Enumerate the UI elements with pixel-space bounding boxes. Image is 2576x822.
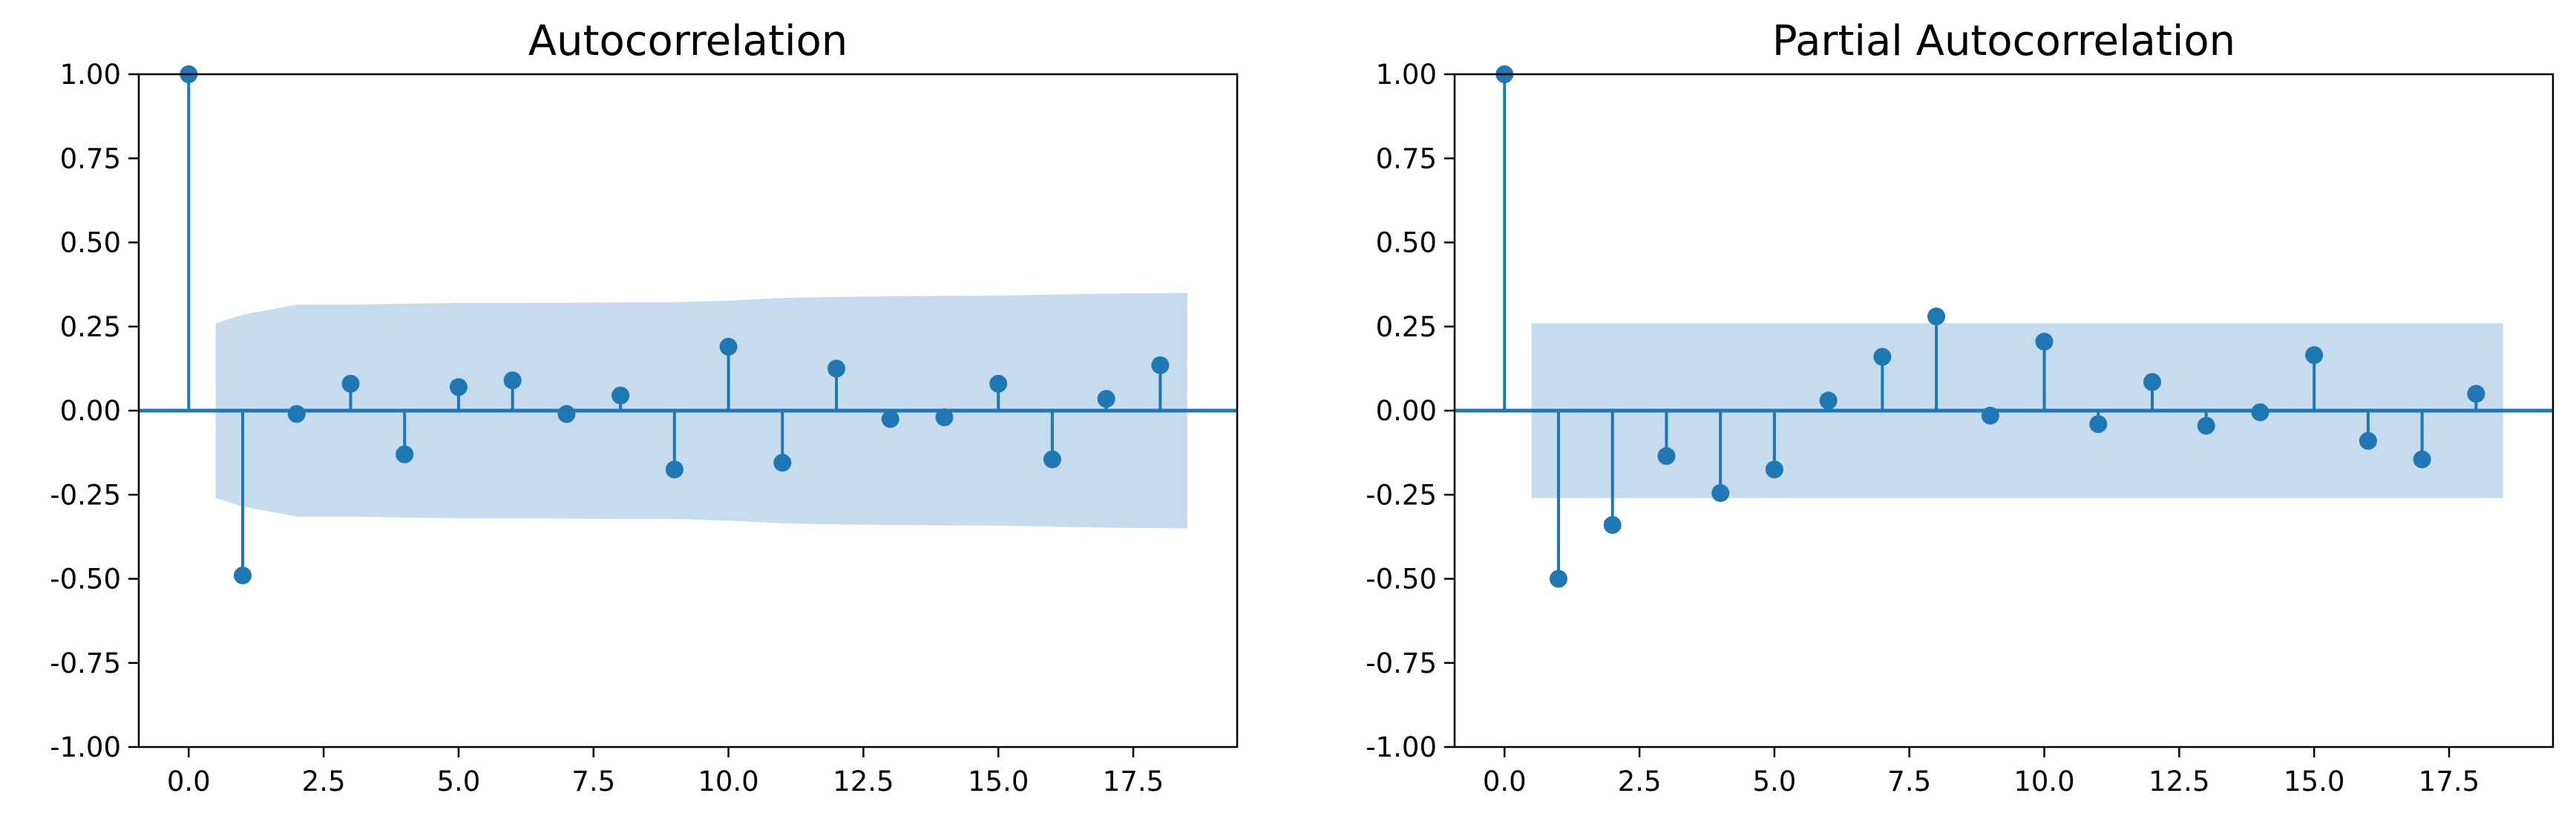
- y-axis: 1.00 0.75 0.50 0.25 0.00 -0.25 -0.50 -0.75 -1.00: [1366, 59, 1455, 763]
- y-tick-label: -0.50: [50, 564, 121, 596]
- chart-title: Partial Autocorrelation: [1772, 17, 2235, 65]
- y-tick-label: 0.75: [1376, 143, 1437, 174]
- marker-lag-11: [773, 454, 792, 472]
- x-tick-label: 0.0: [1483, 766, 1527, 797]
- marker-lag-8: [612, 386, 630, 405]
- marker-lag-11: [2089, 415, 2108, 434]
- x-tick-label: 17.5: [1103, 766, 1164, 797]
- marker-lag-16: [1043, 450, 1061, 469]
- y-tick-label: -0.25: [1366, 479, 1437, 511]
- markers-group: [180, 65, 1170, 584]
- y-tick-label: -1.00: [1366, 731, 1437, 763]
- chart-title: Autocorrelation: [528, 17, 848, 65]
- marker-lag-4: [396, 445, 414, 463]
- y-tick-label: -0.50: [1366, 564, 1437, 596]
- x-tick-label: 5.0: [1752, 766, 1796, 797]
- y-tick-label: -0.75: [1366, 648, 1437, 679]
- y-axis: 1.00 0.75 0.50 0.25 0.00 -0.25 -0.50 -0.75 -1.00: [50, 59, 139, 763]
- marker-lag-6: [1819, 391, 1838, 410]
- y-tick-label: 0.00: [1376, 395, 1437, 427]
- x-tick-label: 7.5: [571, 766, 615, 797]
- marker-lag-2: [287, 405, 306, 423]
- x-tick-label: 2.5: [1618, 766, 1662, 797]
- marker-lag-5: [1765, 460, 1783, 479]
- marker-lag-1: [234, 566, 252, 584]
- marker-lag-9: [665, 460, 684, 479]
- marker-lag-13: [2197, 417, 2215, 435]
- y-tick-label: 1.00: [60, 59, 121, 91]
- x-tick-label: 12.5: [2149, 766, 2209, 797]
- x-axis: 0.0 2.5 5.0 7.5 10.0 12.5 15.0 17.5: [167, 747, 1164, 797]
- x-tick-label: 12.5: [833, 766, 894, 797]
- marker-lag-15: [989, 374, 1008, 393]
- marker-lag-18: [1151, 356, 1170, 374]
- marker-lag-1: [1550, 570, 1567, 588]
- marker-lag-7: [557, 405, 576, 423]
- x-tick-label: 10.0: [698, 766, 758, 797]
- marker-lag-3: [1657, 447, 1676, 466]
- y-tick-label: -0.25: [50, 479, 121, 511]
- x-tick-label: 15.0: [968, 766, 1029, 797]
- markers-group: [1495, 65, 2485, 588]
- marker-lag-7: [1873, 348, 1892, 366]
- marker-lag-10: [2035, 333, 2054, 351]
- y-tick-label: -0.75: [50, 648, 121, 679]
- marker-lag-6: [503, 371, 522, 390]
- x-axis: 0.0 2.5 5.0 7.5 10.0 12.5 15.0 17.5: [1483, 747, 2480, 797]
- marker-lag-15: [2305, 346, 2324, 365]
- y-tick-label: 0.00: [60, 395, 121, 427]
- marker-lag-8: [1927, 307, 1946, 326]
- marker-lag-13: [881, 410, 899, 428]
- autocorrelation-chart: 1.00 0.75 0.50 0.25 0.00 -0.25 -0.50 -0.75 -1.00…: [50, 17, 1239, 797]
- marker-lag-9: [1981, 406, 1999, 425]
- stems-group: [1503, 74, 2478, 579]
- y-tick-label: 0.75: [60, 143, 121, 174]
- y-tick-label: 0.25: [1376, 311, 1437, 343]
- x-tick-label: 15.0: [2284, 766, 2344, 797]
- x-tick-label: 10.0: [2013, 766, 2074, 797]
- marker-lag-5: [449, 378, 468, 397]
- x-tick-label: 5.0: [436, 766, 480, 797]
- y-tick-label: -1.00: [50, 731, 121, 763]
- marker-lag-10: [719, 337, 738, 356]
- marker-lag-17: [1097, 390, 1115, 408]
- marker-lag-12: [2143, 373, 2161, 391]
- marker-lag-2: [1603, 516, 1622, 535]
- y-tick-label: 1.00: [1376, 59, 1437, 91]
- y-tick-label: 0.25: [60, 311, 121, 343]
- marker-lag-12: [827, 359, 845, 378]
- x-tick-label: 2.5: [302, 766, 346, 797]
- x-tick-label: 17.5: [2419, 766, 2480, 797]
- marker-lag-3: [341, 374, 360, 393]
- marker-lag-14: [935, 408, 954, 427]
- marker-lag-17: [2413, 450, 2431, 469]
- x-tick-label: 0.0: [167, 766, 211, 797]
- marker-lag-14: [2251, 403, 2269, 422]
- marker-lag-18: [2467, 385, 2485, 403]
- marker-lag-4: [1711, 483, 1730, 502]
- y-tick-label: 0.50: [60, 227, 121, 259]
- y-tick-label: 0.50: [1376, 227, 1437, 259]
- marker-lag-16: [2359, 431, 2377, 450]
- x-tick-label: 7.5: [1887, 766, 1931, 797]
- partial-autocorrelation-chart: 1.00 0.75 0.50 0.25 0.00 -0.25 -0.50 -0.75 -1.00…: [1366, 17, 2554, 797]
